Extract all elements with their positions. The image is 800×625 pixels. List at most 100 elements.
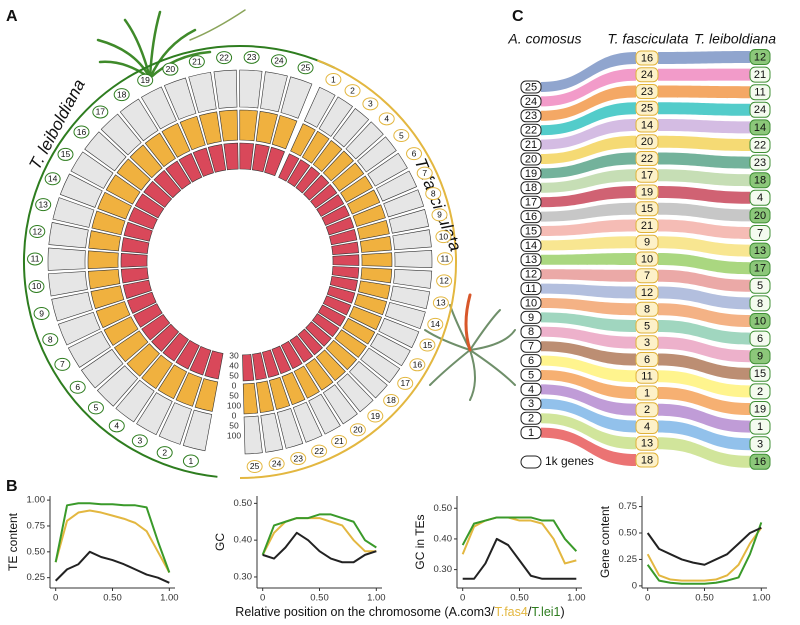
series-line [261,517,377,556]
chromosome-badge [427,317,444,331]
chromosome-box [520,411,542,425]
track-genes [178,153,203,183]
track-te [51,291,93,322]
chromosome-label: 3 [528,398,534,410]
chromosome-box [749,137,771,153]
chromosome-badge [42,333,59,347]
x-axis-label-part: / [491,605,495,619]
chromosome-badge [137,73,154,87]
chromosome-label: 17 [400,378,410,388]
chromosome-box [749,453,771,470]
chromosome-box [520,354,542,368]
chromosome-label: 5 [399,130,404,140]
y-tick-label: 0.50 [27,546,46,557]
track-te [67,331,111,368]
chromosome-label: 14 [641,119,653,131]
chromosome-label: 23 [293,453,303,463]
x-axis-label-part: T.lei1 [531,605,560,619]
x-tick-label: 1.00 [160,593,179,604]
panel-c: A. comosus252423222120191817161514131211… [507,31,776,470]
chromosome-badge [92,105,109,119]
chromosome-label: 2 [644,404,650,416]
track-genes [127,291,157,314]
track-genes [289,335,314,363]
track-genes [310,183,338,209]
track-te [318,96,354,137]
chromosome-label: 2 [350,85,355,95]
chromosome-label: 12 [33,226,43,236]
chromosome-label: 7 [422,168,427,178]
chromosome-label: 8 [48,334,53,344]
track-scale-label: 100 [227,400,241,410]
chromosome-label: 17 [96,107,106,117]
track-te [322,384,358,425]
chromosome-badge [28,279,45,293]
chromosome-box [520,224,542,238]
series-line [462,537,577,580]
species-arc [23,45,336,478]
chromosome-badge [431,208,448,222]
synteny-ribbon [658,68,750,81]
synteny-ribbon [541,169,636,193]
chromosome-label: 21 [641,220,653,232]
track-genes [331,241,359,256]
chromosome-badge [27,252,44,266]
legend-label: 1k genes [545,454,594,468]
chromosome-label: 4 [757,192,763,204]
chromosome-label: 19 [525,168,537,180]
track-scale-label: 0 [232,410,237,420]
synteny-ribbon [658,437,750,468]
chromosome-label: 10 [641,253,653,265]
synteny-ribbon [658,320,750,345]
chromosome-label: 9 [39,308,44,318]
chromosome-label: 14 [754,122,766,134]
track-genes [321,205,350,226]
chromosome-label: 17 [641,170,653,182]
track-te [370,333,411,367]
chromosome-label: 3 [757,439,763,451]
chromosome-label: 13 [754,245,766,257]
chromosome-label: 18 [117,89,127,99]
x-axis-label-part: / [528,605,532,619]
chromosome-label: 11 [754,87,765,99]
track-genes [317,304,346,327]
chromosome-box [635,385,659,401]
track-te [260,71,288,113]
chromosome-badge [156,446,173,460]
x-tick-label: 1.00 [367,593,386,604]
chromosome-badge [409,358,426,372]
track-gc [175,372,203,407]
chromosome-box [635,435,659,451]
synteny-ribbon [658,403,750,433]
track-gc [360,267,393,284]
track-te [348,361,388,399]
x-axis-label-part: Relative position on the chromosome ( [235,605,449,619]
chromosome-label: 7 [757,227,763,239]
track-gc [97,191,132,220]
track-genes [165,160,192,190]
chromosome-box [749,418,771,435]
chromosome-box [635,167,659,183]
synteny-ribbon [658,85,750,99]
track-genes [121,237,150,254]
chromosome-box [520,123,542,137]
chromosome-label: 11 [31,254,40,264]
synteny-ribbon [541,52,636,92]
synteny-ribbon [541,152,636,179]
chromosome-label: 24 [272,458,282,468]
chromosome-label: 20 [641,136,653,148]
chromosome-box [749,401,771,417]
chromosome-label: 16 [525,211,537,223]
track-gc [301,130,330,164]
track-te [367,152,408,187]
y-tick-label: 0 [632,580,637,591]
chromosome-box [520,181,542,195]
chromosome-label: 7 [60,359,65,369]
track-genes [192,147,214,177]
chromosome-box [749,348,771,365]
track-gc [332,162,365,192]
x-tick-label: 0 [53,593,58,604]
chromosome-badge [182,454,199,468]
chromosome-box [635,117,659,133]
chromosome-badge [393,129,410,143]
